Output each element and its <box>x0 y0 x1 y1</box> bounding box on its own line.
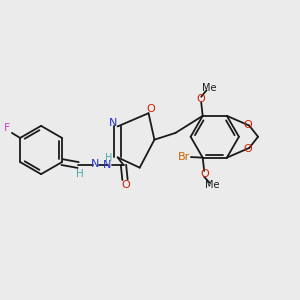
Text: O: O <box>197 94 206 104</box>
Text: O: O <box>200 169 209 179</box>
Text: Br: Br <box>177 152 190 162</box>
Text: N: N <box>109 118 117 128</box>
Text: H: H <box>105 153 113 163</box>
Text: Me: Me <box>205 180 219 190</box>
Text: O: O <box>243 144 252 154</box>
Text: O: O <box>121 180 130 190</box>
Text: O: O <box>243 120 252 130</box>
Text: N: N <box>103 160 112 170</box>
Text: O: O <box>146 104 155 114</box>
Text: F: F <box>4 123 11 133</box>
Text: N: N <box>91 158 100 169</box>
Text: Me: Me <box>202 83 216 93</box>
Text: H: H <box>76 169 84 179</box>
